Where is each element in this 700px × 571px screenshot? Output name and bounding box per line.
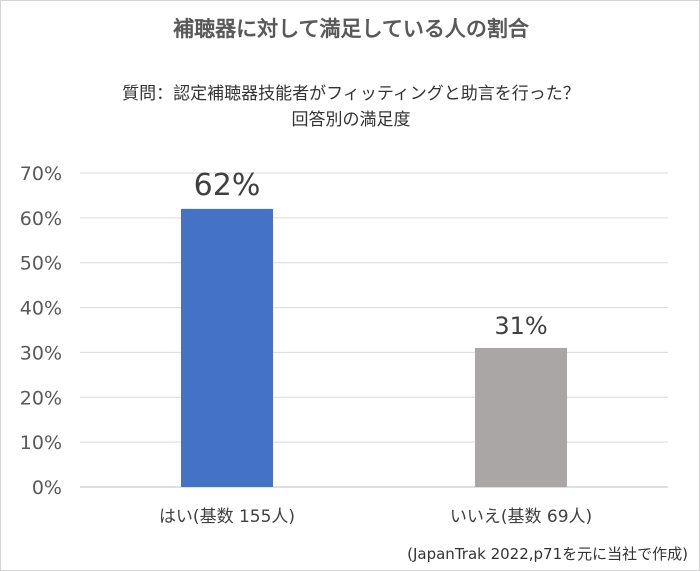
data-label: 62%	[194, 168, 261, 203]
category-label: いいえ(基数 69人)	[450, 507, 592, 527]
source-note: (JapanTrak 2022,p71を元に当社で作成)	[407, 545, 688, 563]
y-tick-label: 70%	[20, 163, 62, 185]
chart-subtitle-line-2: 回答別の満足度	[291, 110, 411, 130]
y-tick-label: 60%	[20, 208, 62, 230]
y-tick-label: 40%	[20, 298, 62, 320]
category-label: はい(基数 155人)	[159, 507, 295, 527]
chart-subtitle-line-1: 質問：認定補聴器技能者がフィッティングと助言を行った？	[122, 84, 580, 104]
y-tick-label: 0%	[32, 477, 62, 499]
y-tick-label: 10%	[20, 432, 62, 454]
y-tick-label: 20%	[20, 387, 62, 409]
y-tick-label: 30%	[20, 342, 62, 364]
chart-title: 補聴器に対して満足している人の割合	[173, 17, 529, 41]
data-label: 31%	[494, 312, 547, 340]
bar	[475, 347, 567, 487]
bar	[181, 208, 273, 487]
y-tick-label: 50%	[20, 253, 62, 275]
